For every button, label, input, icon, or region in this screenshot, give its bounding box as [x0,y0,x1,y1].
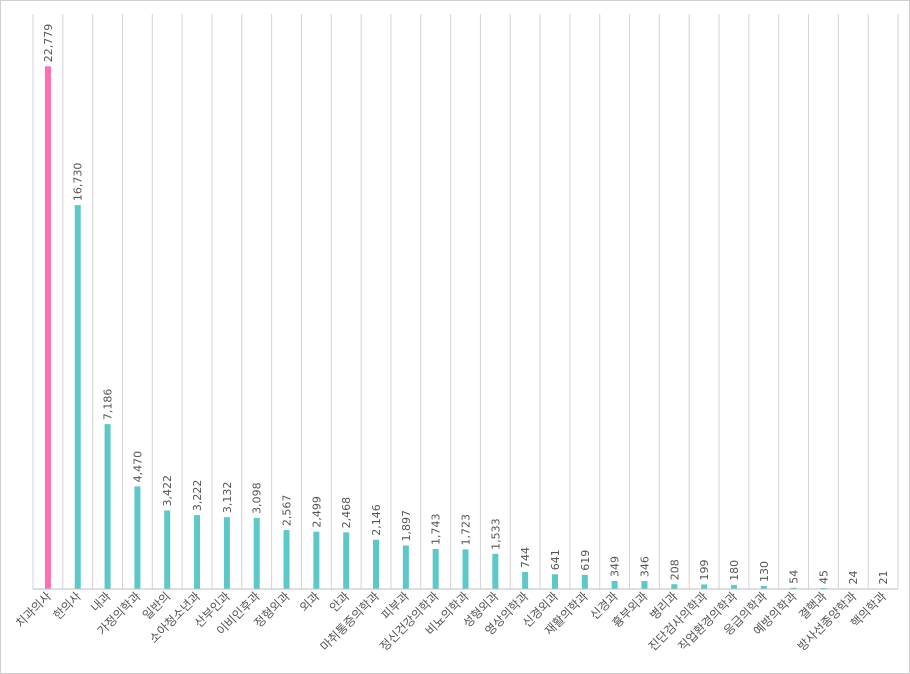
category-label: 안과 [327,589,353,615]
bar [134,486,141,589]
value-label: 130 [758,561,771,582]
bar [343,532,350,589]
value-label: 1,723 [460,514,473,546]
value-label: 641 [549,549,562,570]
bar [164,510,171,589]
value-label: 2,146 [370,504,383,536]
bar [551,574,558,589]
category-label: 치과의사 [13,589,54,630]
value-label: 208 [668,559,681,580]
grid-lines [32,14,899,589]
bar [760,586,767,589]
value-label: 24 [847,570,860,584]
category-label: 내과 [88,589,114,615]
value-label: 744 [519,547,532,568]
value-labels: 22,779 16,730 7,186 4,470 3,422 3,222 3,132 3,0… [42,24,890,585]
value-label: 3,422 [161,475,174,507]
bar [402,545,409,589]
value-label: 1,533 [489,518,502,550]
value-label: 349 [609,556,622,577]
value-label: 16,730 [72,163,85,202]
bar [313,531,320,589]
value-label: 180 [728,560,741,581]
value-label: 54 [788,570,801,584]
bar [223,517,230,589]
category-label: 외과 [297,589,323,615]
bar [373,539,380,589]
bar [492,553,499,589]
bar [611,580,618,589]
bar [432,549,439,589]
value-label: 7,186 [102,389,115,421]
value-label: 346 [638,556,651,577]
value-label: 2,468 [340,497,353,529]
bar [730,584,737,589]
bar [44,66,51,589]
value-label: 21 [877,571,890,585]
value-label: 4,470 [131,451,144,483]
value-label: 22,779 [42,24,55,62]
bar [104,424,111,589]
bar [790,587,797,589]
value-label: 3,222 [191,480,204,512]
bar [671,584,678,589]
bar [641,581,648,589]
bar [194,515,201,589]
value-label: 3,132 [221,482,234,514]
bar [701,584,708,589]
bar [253,517,260,589]
bar [522,571,529,589]
bar [74,205,81,589]
value-label: 619 [579,550,592,571]
value-label: 45 [817,570,830,584]
value-label: 2,499 [310,496,323,528]
bars [44,66,887,590]
bar [820,587,827,589]
bar [283,530,290,589]
value-label: 199 [698,559,711,580]
value-label: 1,897 [400,510,413,542]
value-label: 1,743 [430,514,443,546]
value-label: 3,098 [251,482,264,514]
bar [462,549,469,589]
bar [581,574,588,589]
value-label: 2,567 [281,495,294,527]
category-label: 한의사 [51,589,84,622]
